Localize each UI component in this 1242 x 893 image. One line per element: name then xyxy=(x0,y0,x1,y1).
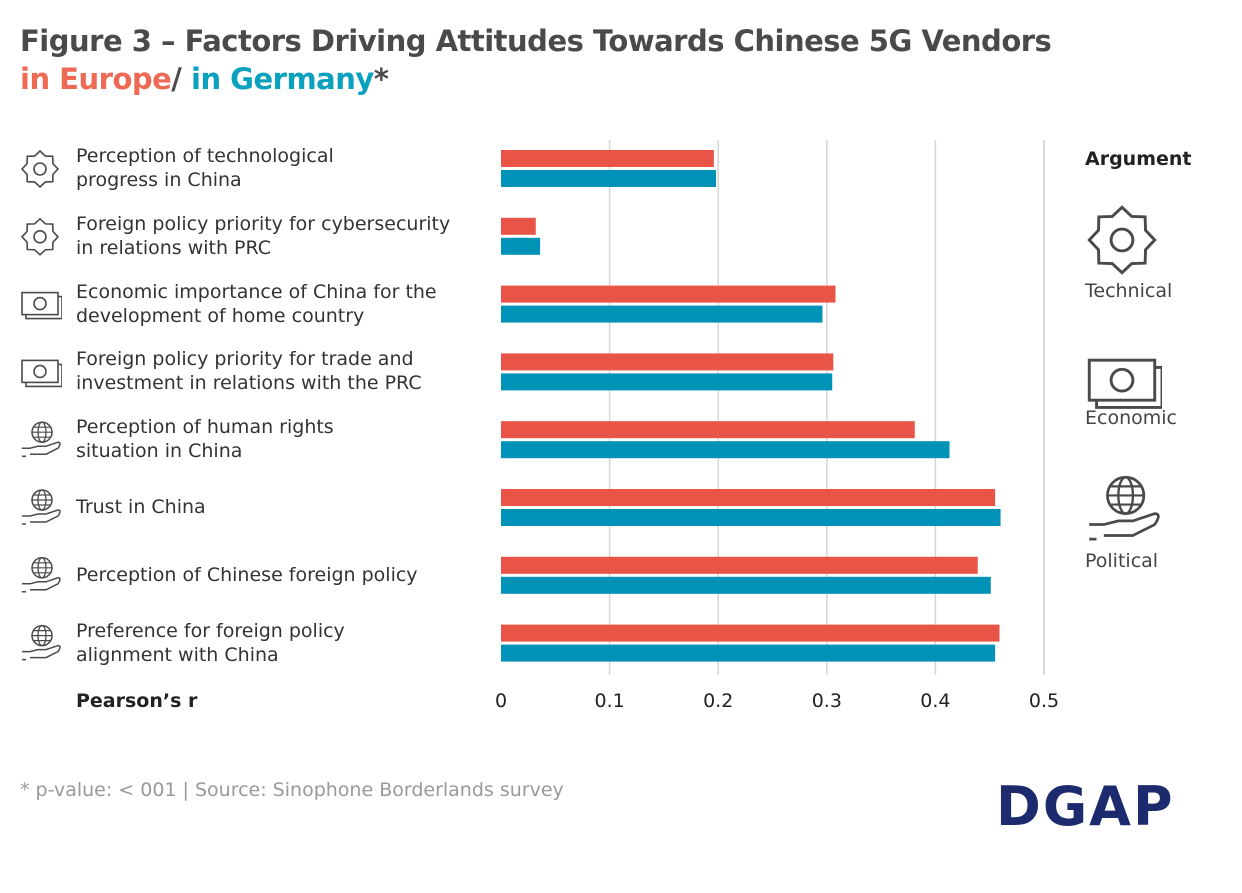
bar-europe xyxy=(501,556,978,574)
bar-europe xyxy=(501,217,536,235)
x-tick-label: 0.3 xyxy=(811,690,842,712)
category-label-line: alignment with China xyxy=(76,643,279,666)
category-label-line: investment in relations with the PRC xyxy=(76,372,422,395)
x-tick-label: 0.5 xyxy=(1028,690,1060,712)
bar-europe xyxy=(501,421,915,439)
category-label: Foreign policy priority for trade and inv… xyxy=(76,347,496,395)
globe-hand-icon xyxy=(22,421,61,457)
bar-europe xyxy=(501,624,1000,642)
title-europe: in Europe xyxy=(20,62,172,96)
banknote-icon xyxy=(21,291,62,320)
category-label-line: situation in China xyxy=(76,440,243,463)
x-tick-label: 0.2 xyxy=(703,690,734,712)
category-label: Preference for foreign policy alignment w… xyxy=(76,619,496,667)
category-label-line: progress in China xyxy=(76,169,242,191)
category-label-line: Foreign policy priority for cybersecurit… xyxy=(76,212,451,235)
category-label: Perception of human rights situation in C… xyxy=(76,415,496,463)
title-germany: in Germany xyxy=(191,62,374,96)
bar-germany xyxy=(501,373,833,391)
x-tick-label: 0.4 xyxy=(920,690,951,712)
category-label: Foreign policy priority for cybersecurit… xyxy=(76,212,496,260)
category-label-line: Perception of Chinese foreign policy xyxy=(76,563,418,586)
bar-europe xyxy=(501,285,836,303)
category-label-line: Foreign policy priority for trade and xyxy=(76,348,414,371)
bar-europe xyxy=(501,489,996,506)
bar-germany xyxy=(501,441,950,459)
gear-icon xyxy=(20,149,60,189)
gear-icon xyxy=(20,217,60,256)
x-tick-label: 0.1 xyxy=(594,690,625,712)
legend-label: Technical xyxy=(1085,280,1173,302)
legend-label: Economic xyxy=(1085,407,1177,429)
banknote-icon xyxy=(21,359,62,388)
title-line1: Figure 3 – Factors Driving Attitudes Tow… xyxy=(20,24,1052,58)
category-label-line: Perception of technological xyxy=(76,145,334,167)
category-label-line: Perception of human rights xyxy=(76,416,334,439)
globe-hand-icon xyxy=(22,489,61,525)
title-star: * xyxy=(373,62,389,96)
category-label: Perception of technological progress in C… xyxy=(76,144,496,192)
x-axis-label: Pearson’s r xyxy=(76,690,198,712)
bar-europe xyxy=(501,150,714,167)
category-label-line: in relations with PRC xyxy=(76,236,272,259)
category-label: Perception of Chinese foreign policy xyxy=(76,563,496,587)
gear-icon xyxy=(1087,205,1157,275)
bar-germany xyxy=(501,644,996,662)
x-tick-label: 0 xyxy=(494,690,508,712)
bar-germany xyxy=(501,305,823,323)
bar-germany xyxy=(501,576,991,594)
bar-germany xyxy=(501,509,1001,526)
title-sep: / xyxy=(171,62,191,96)
bar-germany xyxy=(501,237,541,255)
category-label-line: Economic importance of China for the xyxy=(76,280,437,303)
category-label-line: Preference for foreign policy xyxy=(76,619,345,642)
category-label-line: Trust in China xyxy=(76,496,206,518)
bar-germany xyxy=(501,170,717,187)
globe-hand-icon xyxy=(1089,475,1160,541)
legend-label: Political xyxy=(1085,550,1159,572)
globe-hand-icon xyxy=(22,624,61,661)
globe-hand-icon xyxy=(22,557,61,593)
legend-title: Argument xyxy=(1085,148,1192,170)
title-line2: in Europe/ in Germany* xyxy=(20,62,389,96)
bar-europe xyxy=(501,353,834,371)
dgap-logo: DGAP xyxy=(996,775,1175,838)
category-label-line: development of home country xyxy=(76,304,365,327)
banknote-icon xyxy=(1087,358,1162,409)
footnote: * p-value: < 001 | Source: Sinophone Bor… xyxy=(20,779,564,801)
category-label: Trust in China xyxy=(76,495,496,519)
category-label: Economic importance of China for the deve… xyxy=(76,280,496,328)
